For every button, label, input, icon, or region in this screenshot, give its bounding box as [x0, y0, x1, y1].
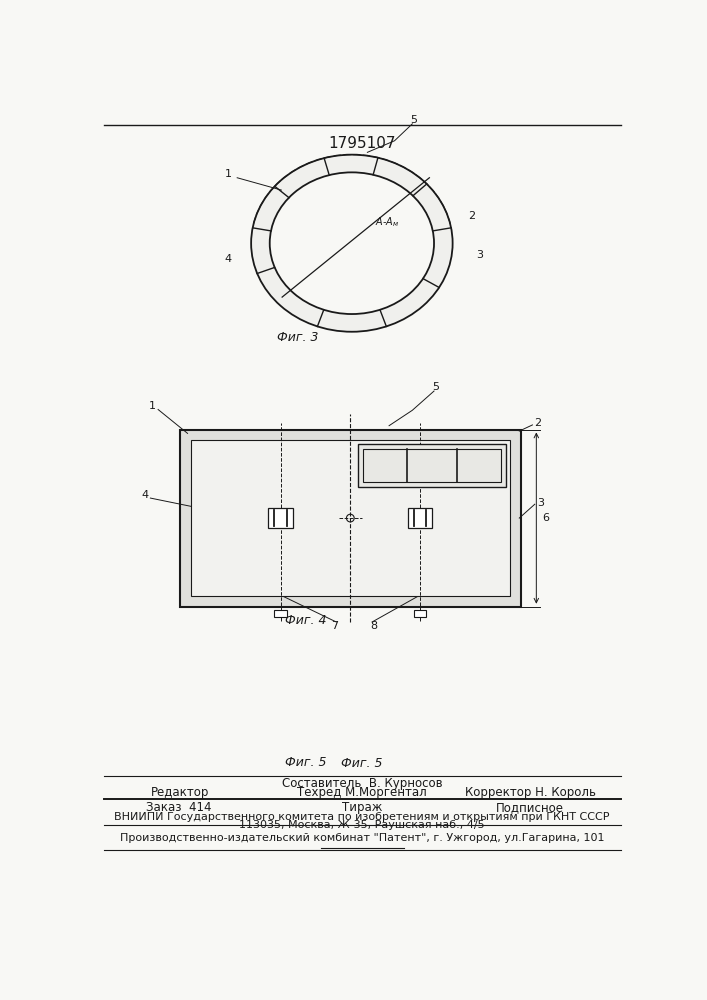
Text: Фиг. 4: Фиг. 4 [285, 614, 326, 627]
Text: Редактор: Редактор [151, 786, 209, 799]
Text: Техред М.Моргентал: Техред М.Моргентал [297, 786, 427, 799]
Bar [358, 444, 506, 487]
Bar [191, 440, 510, 596]
Text: 3: 3 [477, 250, 484, 260]
Bar [414, 610, 426, 617]
Ellipse shape [251, 155, 452, 332]
Text: Составитель  В. Курносов: Составитель В. Курносов [281, 777, 443, 790]
Text: 3: 3 [537, 498, 544, 508]
Text: 2: 2 [469, 211, 476, 221]
Text: 1795107: 1795107 [328, 136, 396, 151]
Ellipse shape [270, 172, 434, 314]
Text: 5: 5 [432, 382, 439, 392]
Text: 6: 6 [542, 513, 549, 523]
Bar [274, 610, 287, 617]
Text: А-А$_м$: А-А$_м$ [375, 215, 399, 229]
Text: 5: 5 [410, 115, 417, 125]
Text: Фиг. 3: Фиг. 3 [277, 331, 318, 344]
Text: Тираж: Тираж [341, 801, 382, 814]
Bar [180, 430, 521, 607]
Text: 1: 1 [149, 401, 156, 411]
Text: Фиг. 5: Фиг. 5 [341, 757, 382, 770]
Text: Заказ  414: Заказ 414 [146, 801, 212, 814]
Text: 113035, Москва, Ж-35, Раушская наб., 4/5: 113035, Москва, Ж-35, Раушская наб., 4/5 [239, 820, 485, 830]
Text: 7: 7 [332, 621, 339, 631]
Text: ВНИИПИ Государственного комитета по изобретениям и открытиям при ГКНТ СССР: ВНИИПИ Государственного комитета по изоб… [115, 812, 609, 822]
Text: Корректор Н. Король: Корректор Н. Король [464, 786, 595, 799]
Text: Производственно-издательский комбинат "Патент", г. Ужгород, ул.Гагарина, 101: Производственно-издательский комбинат "П… [119, 833, 604, 843]
Text: Подписное: Подписное [496, 801, 564, 814]
Text: 8: 8 [370, 621, 377, 631]
Bar [363, 449, 501, 482]
Text: 2: 2 [534, 418, 542, 428]
Text: 1: 1 [224, 169, 231, 179]
Bar [408, 508, 433, 528]
Text: Фиг. 5: Фиг. 5 [285, 756, 326, 769]
Text: 4: 4 [141, 490, 148, 500]
Bar [268, 508, 293, 528]
Text: 4: 4 [224, 254, 231, 264]
